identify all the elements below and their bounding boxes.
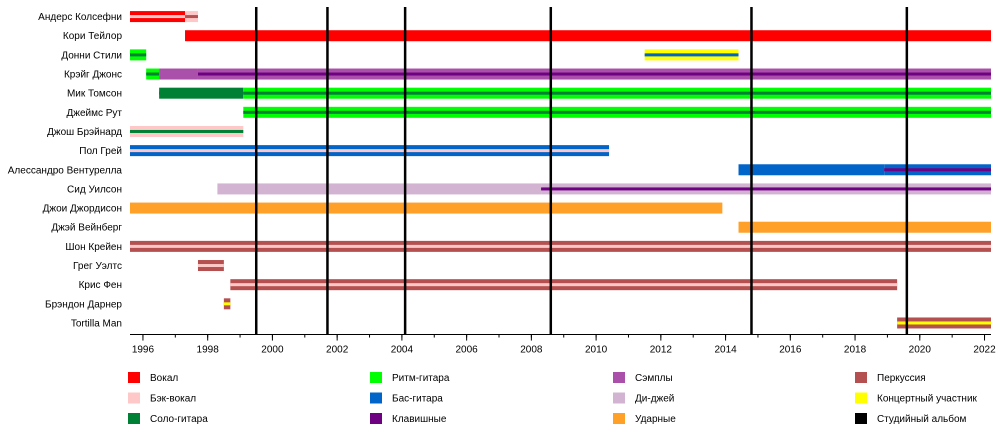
member-label: Кори Тейлор [63,31,123,42]
legend-label-touring: Концертный участник [877,394,978,405]
legend-label-perc: Перкуссия [877,373,926,384]
x-tick-label: 2006 [456,345,479,356]
legend: Вокал Бэк-вокал Соло-гитара Ритм-гитара Бас-… [128,372,978,425]
legend-swatch-lead [128,413,140,424]
x-axis: 1996 1998 2000 2002 2004 2006 2008 2010 2012 2014… [130,334,996,356]
legend-label-bass: Бас-гитара [392,394,443,405]
member-bar-accent-perc [185,15,198,19]
member-bar-drums [738,221,991,233]
member-bars [130,11,992,329]
member-label: Алессандро Вентурелла [8,165,123,176]
legend-label-keys: Клавишные [392,414,447,425]
member-labels: Андерс Колсефни Кори Тейлор Донни Стили Крэ… [8,11,123,329]
member-label: Грег Уэлтс [73,261,122,272]
legend-swatch-album [855,413,867,424]
legend-label-vocals: Вокал [150,373,178,384]
member-bar-accent-lead [243,91,991,95]
member-label: Крис Фен [79,280,122,291]
legend-label-rhythm: Ритм-гитара [392,373,450,384]
legend-swatch-dj [613,392,625,404]
legend-swatch-samples [613,372,625,383]
member-bar-accent-backing [130,15,186,19]
member-label: Сид Уилсон [67,184,122,195]
x-tick-label: 2010 [585,345,608,356]
legend-swatch-keys [370,413,382,424]
legend-swatch-backing [128,392,140,404]
legend-swatch-touring [855,392,867,404]
member-label: Джои Джордисон [43,204,122,215]
member-label: Джеймс Рут [66,108,122,119]
member-bar-bass [738,164,885,176]
member-bar-accent-backing [130,149,610,153]
member-bar-accent-lead [146,72,160,76]
member-bar-accent-bass [644,53,739,57]
legend-label-album: Студийный альбом [877,413,967,425]
legend-label-samples: Сэмплы [635,373,673,384]
album-lines [254,7,909,335]
member-label: Донни Стили [61,50,122,61]
member-bar-accent-keys [197,72,991,76]
member-label: Джош Брэйнард [47,127,122,138]
legend-swatch-drums [613,413,625,424]
member-bar-accent-keys [541,187,991,191]
x-tick-label: 2002 [326,345,349,356]
member-label: Мик Томсон [67,89,122,100]
member-label: Крэйг Джонс [64,70,122,81]
x-tick-label: 1998 [197,345,220,356]
member-bar-accent-lead [243,110,991,114]
member-bar-dj [217,183,542,195]
member-label: Андерс Колсефни [38,11,122,23]
member-bar-accent-lead [130,53,147,57]
legend-label-lead: Соло-гитара [150,414,208,425]
member-label: Брэндон Дарнер [45,299,122,310]
member-label: Шон Крейен [65,242,122,253]
legend-swatch-perc [855,372,867,383]
x-tick-label: 2000 [261,345,284,356]
x-tick-label: 2016 [779,345,802,356]
member-bar-accent-keys [884,168,991,172]
member-bar-accent-lead [159,91,244,95]
x-tick-label: 2022 [973,345,996,356]
x-tick-label: 2018 [844,345,867,356]
member-label: Tortilla Man [71,318,122,329]
legend-swatch-rhythm [370,372,382,383]
x-tick-label: 2012 [650,345,673,356]
x-tick-label: 2008 [520,345,543,356]
member-label: Джэй Вейнберг [51,222,122,234]
member-bar-vocals [185,30,992,42]
x-tick-label: 2004 [391,345,414,356]
member-bar-drums [130,202,723,214]
legend-swatch-bass [370,392,382,404]
legend-swatch-vocals [128,372,140,383]
member-bar-accent-backing [130,244,991,248]
legend-label-dj: Ди-джей [635,394,674,405]
x-tick-label: 1996 [132,345,155,356]
member-bar-accent-backing [230,283,898,287]
x-tick-label: 2020 [909,345,932,356]
member-bar-accent-touring [897,321,991,325]
x-tick-label: 2014 [714,345,737,356]
legend-label-drums: Ударные [635,414,676,425]
member-bar-accent-backing [197,264,224,268]
member-bar-accent-lead [130,129,244,133]
legend-label-backing: Бэк-вокал [150,394,196,405]
member-bar-samples [159,68,198,80]
member-bar-accent-touring [223,302,231,306]
member-label: Пол Грей [79,146,122,157]
